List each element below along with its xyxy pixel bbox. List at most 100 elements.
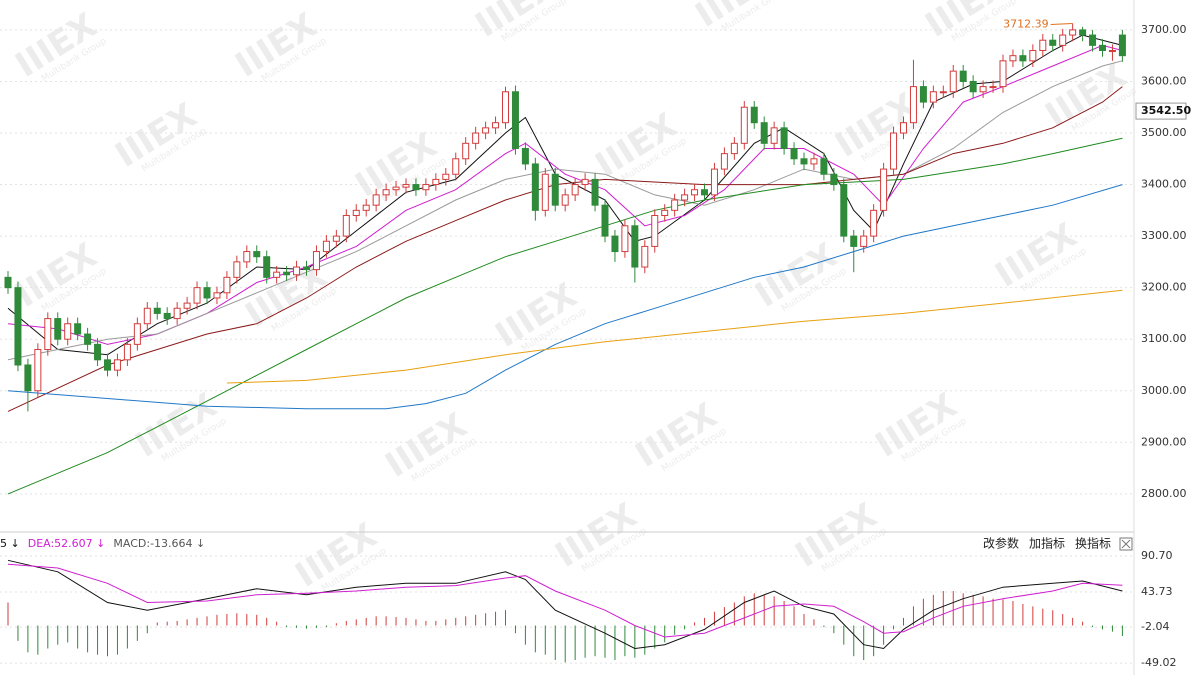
candle-body	[442, 173, 450, 180]
max-pointer	[1050, 23, 1073, 26]
indicator-line	[7, 60, 1123, 361]
candle-body	[1059, 34, 1067, 46]
candle-body	[671, 199, 679, 211]
candle-body	[1079, 29, 1087, 36]
candle-body	[293, 266, 301, 276]
candle-body	[631, 225, 639, 268]
candle-body	[263, 256, 271, 278]
candle-body	[969, 80, 977, 93]
candle-body	[153, 307, 161, 314]
candle-body	[253, 251, 261, 258]
candle-body	[760, 122, 768, 144]
candle-body	[193, 287, 201, 304]
candle-body	[1039, 39, 1047, 52]
candle-body	[571, 184, 579, 196]
candle-body	[243, 251, 251, 263]
candle-body	[999, 60, 1007, 88]
indicator-button[interactable]: 换指标	[1075, 536, 1111, 551]
candle-body	[84, 333, 92, 345]
candle-body	[870, 209, 878, 237]
candle-body	[183, 302, 191, 309]
y-tick-label: -2.04	[1141, 620, 1169, 633]
candle-body	[691, 189, 699, 196]
candle-body	[4, 276, 12, 289]
candle-body	[979, 86, 987, 93]
candle-body	[900, 122, 907, 134]
candle-body	[1049, 39, 1057, 46]
y-tick-label: 3500.00	[1141, 126, 1187, 139]
candle-body	[621, 225, 629, 253]
candle-body	[342, 214, 350, 237]
indicator-line	[7, 184, 1123, 410]
candle-body	[64, 323, 72, 340]
candle-body	[750, 106, 758, 124]
candle-body	[730, 142, 738, 155]
candle-body	[213, 292, 221, 299]
candle-body	[492, 122, 500, 129]
candle-body	[800, 158, 808, 165]
candle-body	[113, 359, 121, 371]
candle-body	[541, 173, 549, 211]
candle-body	[133, 323, 141, 345]
candle-body	[452, 158, 460, 175]
candle-body	[661, 209, 669, 216]
candle-body	[641, 245, 649, 268]
candle-body	[432, 178, 440, 186]
candle-body	[322, 240, 330, 253]
candle-body	[14, 287, 22, 366]
candle-body	[94, 343, 102, 361]
candle-body	[173, 307, 181, 320]
price-label-box	[1135, 102, 1187, 120]
candle-body	[462, 142, 470, 160]
candle-body	[104, 359, 111, 371]
y-tick-label: 3600.00	[1141, 74, 1187, 87]
candle-body	[989, 86, 997, 89]
indicator-button[interactable]: 改参数	[983, 536, 1019, 551]
candle-body	[890, 132, 898, 170]
candle-body	[511, 91, 519, 149]
candle-body	[949, 70, 957, 93]
candle-body	[1029, 50, 1037, 62]
candle-body	[44, 318, 52, 351]
candle-body	[850, 235, 858, 247]
indicator-button[interactable]: 加指标	[1029, 536, 1065, 551]
candle-body	[1089, 34, 1097, 46]
candle-body	[74, 323, 82, 335]
candle-body	[332, 235, 340, 242]
candle-body	[203, 287, 211, 299]
candle-body	[1019, 55, 1027, 62]
candle-body	[312, 251, 320, 271]
indicator-line	[7, 44, 1123, 345]
candle-body	[273, 271, 281, 278]
candle-body	[531, 163, 539, 211]
candle-body	[681, 194, 689, 201]
candle-body	[283, 271, 291, 276]
y-tick-label: 43.73	[1141, 585, 1173, 598]
candle-body	[720, 153, 728, 170]
candle-body	[840, 184, 848, 237]
candle-body	[223, 276, 231, 294]
legend-entry: 5 ↓	[0, 537, 20, 550]
candle-body	[402, 184, 410, 188]
y-tick-label: 3700.00	[1141, 23, 1187, 36]
candle-body	[939, 91, 947, 94]
candle-body	[880, 168, 888, 211]
candle-body	[143, 307, 151, 325]
candle-body	[860, 235, 868, 247]
legend-entry: MACD:-13.664 ↓	[113, 537, 205, 550]
close-icon	[1121, 539, 1131, 549]
indicator-line	[7, 563, 1123, 638]
candle-body	[422, 184, 430, 191]
y-tick-label: 2900.00	[1141, 435, 1187, 448]
candle-body	[740, 106, 748, 144]
candle-body	[701, 189, 708, 196]
candle-body	[959, 70, 967, 82]
candle-body	[770, 127, 778, 144]
candle-body	[1118, 34, 1126, 57]
candle-body	[820, 158, 828, 175]
candle-body	[34, 349, 42, 392]
candle-body	[382, 189, 390, 196]
indicator-line	[226, 289, 1123, 384]
close-button[interactable]	[1119, 537, 1133, 551]
